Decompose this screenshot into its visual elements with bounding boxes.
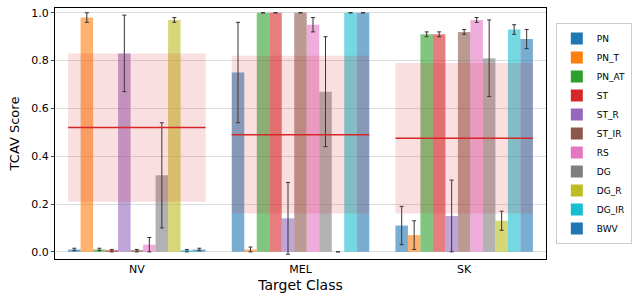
svg-text:PN_T: PN_T <box>597 53 620 63</box>
svg-text:0.6: 0.6 <box>31 102 49 115</box>
svg-text:0.2: 0.2 <box>31 198 49 211</box>
svg-text:TCAV Score: TCAV Score <box>7 97 22 172</box>
svg-text:ST_IR: ST_IR <box>597 129 622 139</box>
svg-text:Target Class: Target Class <box>257 277 343 293</box>
svg-text:SK: SK <box>457 263 472 276</box>
svg-text:1.0: 1.0 <box>31 7 49 20</box>
svg-text:NV: NV <box>129 263 145 276</box>
svg-text:DG_IR: DG_IR <box>597 205 624 215</box>
svg-text:BWV: BWV <box>597 224 619 234</box>
svg-text:ST_R: ST_R <box>597 110 619 120</box>
svg-text:DG_R: DG_R <box>597 186 622 196</box>
svg-text:PN_AT: PN_AT <box>597 72 625 82</box>
svg-text:MEL: MEL <box>289 263 312 276</box>
svg-text:RS: RS <box>597 148 609 158</box>
svg-text:PN: PN <box>597 34 609 44</box>
svg-text:ST: ST <box>597 91 609 101</box>
svg-text:0.0: 0.0 <box>31 246 49 259</box>
svg-text:DG: DG <box>597 167 611 177</box>
svg-text:0.8: 0.8 <box>31 54 49 67</box>
svg-text:0.4: 0.4 <box>31 150 49 163</box>
